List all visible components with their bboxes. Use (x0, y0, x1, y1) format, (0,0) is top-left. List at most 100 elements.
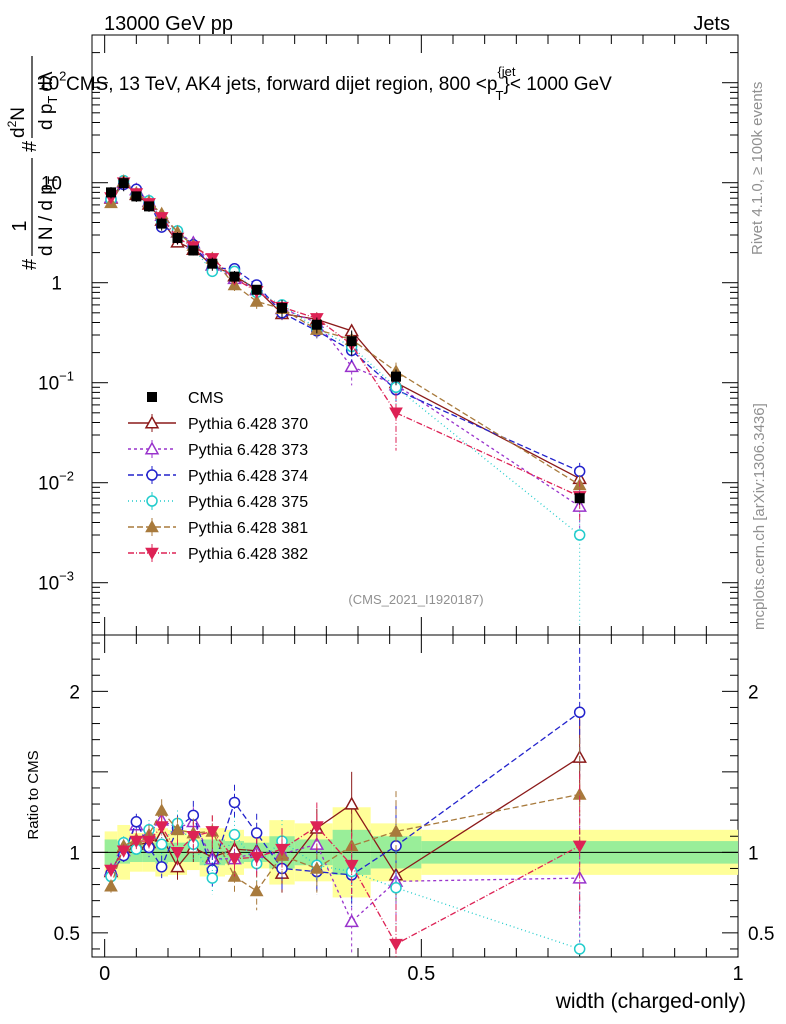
legend-marker (146, 495, 158, 507)
cms-marker (188, 245, 199, 256)
series-marker-ratio (275, 843, 289, 857)
main-y-tick-label: 10−2 (38, 469, 74, 495)
legend-marker (144, 415, 160, 429)
main-y-axis-label: # 1 d N / d pT # d2N d pTdλ (5, 56, 60, 270)
ratio-y-axis-label: Ratio to CMS (25, 750, 42, 839)
legend-label: Pythia 6.428 374 (188, 468, 308, 485)
series-marker-ratio (104, 864, 118, 878)
cms-marker (144, 201, 154, 212)
main-y-tick-label: 102 (38, 69, 66, 95)
series-marker-ratio (227, 853, 242, 866)
legend-entry: Pythia 6.428 375 (128, 492, 308, 511)
legend-entry: Pythia 6.428 374 (128, 466, 308, 485)
main-plot-panel (91, 34, 739, 636)
series-marker-ratio (309, 821, 324, 834)
cms-marker (229, 271, 240, 282)
series-marker-ratio (104, 879, 118, 892)
series-marker-ratio (116, 845, 131, 858)
ratio-y-tick-label-right: 1 (748, 843, 759, 864)
series-marker-ratio (344, 914, 359, 928)
series-line-main (110, 180, 580, 480)
main-y-tick-label: 10−3 (38, 569, 74, 595)
series-marker-ratio (344, 796, 359, 810)
legend-label: Pythia 6.428 382 (188, 546, 308, 563)
cms-marker (251, 284, 262, 295)
series-marker-ratio (389, 824, 403, 837)
series-marker-main (344, 359, 359, 373)
legend-marker (145, 547, 159, 561)
ratio-y-tick-label-right: 0.5 (748, 924, 774, 945)
series-marker-ratio (155, 861, 168, 873)
category-label: Jets (693, 13, 730, 35)
cms-reference (106, 176, 585, 505)
cms-marker (391, 371, 401, 382)
cms-marker (156, 218, 167, 229)
main-y-tick-label: 10−1 (38, 369, 74, 395)
legend-label: Pythia 6.428 375 (188, 494, 308, 511)
series-marker-ratio (573, 706, 586, 719)
energy-label: 13000 GeV pp (104, 13, 233, 35)
x-tick-label: 0.5 (407, 963, 435, 985)
series-marker-ratio (250, 827, 263, 839)
plot-title: CMS, 13 TeV, AK4 jets, forward dijet reg… (66, 64, 612, 103)
cms-marker (277, 302, 287, 313)
series-marker-ratio (309, 861, 324, 874)
data-series (103, 174, 587, 957)
legend-marker (144, 441, 160, 455)
series-marker-main (249, 294, 264, 307)
svg-text:1: 1 (9, 220, 31, 231)
series-marker-ratio (205, 826, 220, 839)
series-marker-main (573, 465, 586, 478)
series-marker-ratio (344, 859, 359, 873)
series-marker-ratio (154, 821, 169, 834)
series-marker-ratio (130, 816, 143, 828)
ratio-y-tick-label: 2 (69, 682, 80, 703)
cms-marker (311, 319, 322, 330)
legend-marker (147, 392, 157, 402)
x-axis-label: width (charged-only) (555, 990, 746, 1013)
series-marker-ratio (389, 938, 403, 952)
x-tick-label: 1 (732, 963, 743, 985)
cms-marker (131, 191, 142, 202)
cms-marker (346, 336, 357, 347)
series-marker-ratio (170, 822, 185, 836)
series-2 (105, 178, 586, 908)
main-y-tick-label: 1 (51, 274, 62, 295)
series-marker-ratio (170, 847, 185, 860)
series-marker-ratio (155, 838, 168, 851)
legend-entry: Pythia 6.428 381 (128, 518, 308, 537)
series-marker-ratio (228, 828, 241, 841)
legend-label: Pythia 6.428 373 (188, 442, 308, 459)
legend-entry: Pythia 6.428 370 (128, 414, 308, 433)
cms-marker (106, 187, 116, 198)
series-marker-main (573, 529, 586, 541)
series-marker-ratio (170, 859, 185, 873)
x-tick-label: 0 (99, 963, 110, 985)
legend-marker (145, 519, 159, 533)
rivet-label: Rivet 4.1.0, ≥ 100k events (749, 82, 766, 255)
svg-text:d N / d pT: d N / d pT (36, 176, 60, 256)
svg-text:#: # (19, 140, 41, 152)
series-marker-ratio (573, 943, 586, 955)
series-marker-ratio (142, 835, 156, 849)
series-marker-ratio (390, 882, 402, 894)
series-marker-ratio (572, 840, 587, 853)
legend-marker (146, 469, 158, 481)
cms-marker (118, 178, 129, 189)
cms-marker (574, 493, 585, 504)
legend-entry: Pythia 6.428 382 (128, 544, 308, 563)
series-0 (103, 174, 587, 908)
svg-text:#: # (19, 258, 41, 270)
ratio-y-tick-label-right: 2 (748, 682, 759, 703)
cms-marker (172, 232, 183, 243)
series-marker-ratio (249, 883, 264, 897)
ratio-y-tick-label: 1 (69, 843, 80, 864)
ratio-y-tick-label: 0.5 (54, 924, 80, 945)
series-marker-ratio (186, 830, 201, 844)
series-marker-ratio (228, 796, 241, 809)
series-marker-ratio (154, 803, 169, 816)
svg-text:d pTdλ: d pTdλ (36, 71, 60, 130)
legend-entry: Pythia 6.428 373 (128, 440, 308, 459)
series-marker-ratio (129, 835, 144, 849)
